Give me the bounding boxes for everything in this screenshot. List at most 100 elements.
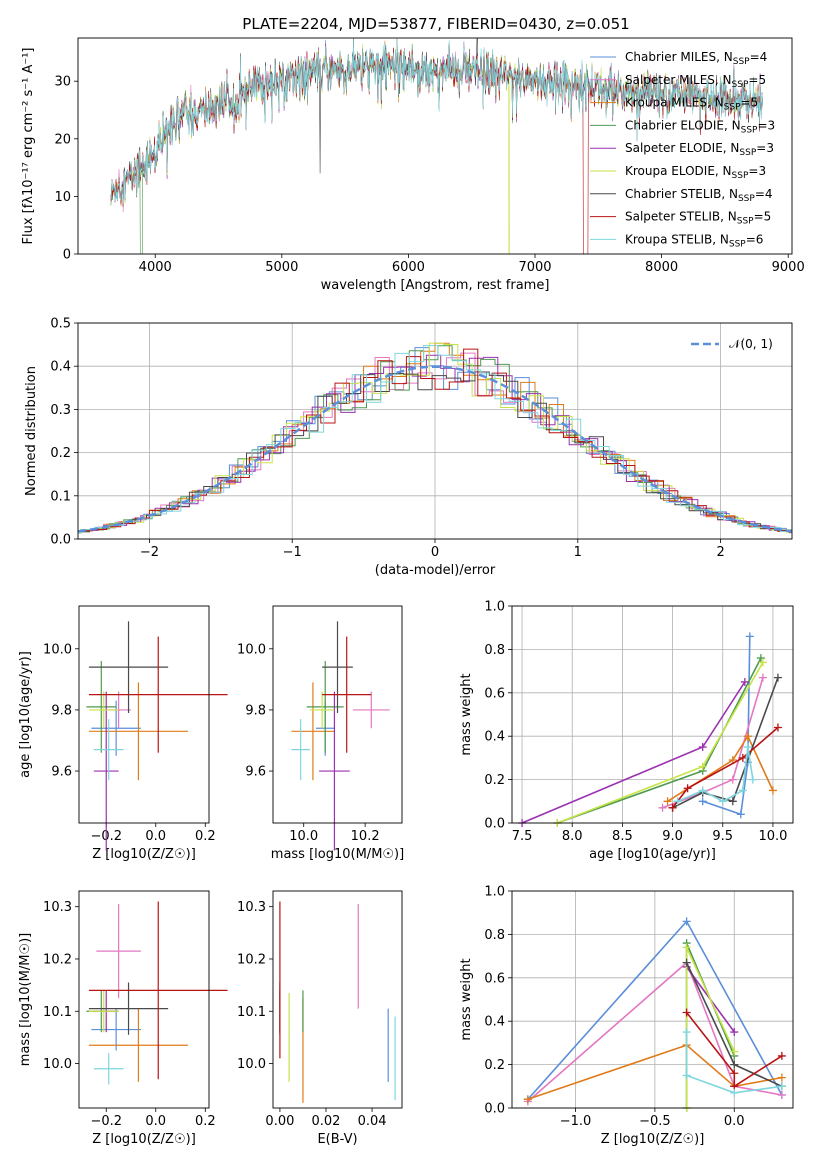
weight_vs_age-ylabel: mass weight bbox=[459, 673, 474, 755]
y-tick-label: 30 bbox=[54, 75, 71, 90]
y-tick-label: 0.3 bbox=[50, 403, 71, 418]
age_vs_Z-ylabel: age [log10(age/yr)] bbox=[18, 651, 33, 778]
weight-series-line bbox=[527, 961, 783, 1103]
weight-point-marker bbox=[743, 732, 752, 741]
weight-point-marker bbox=[730, 1069, 739, 1078]
weight-point-marker bbox=[698, 786, 707, 795]
errorbar-point bbox=[86, 661, 117, 753]
errorbar-point bbox=[88, 621, 169, 713]
y-tick-label: 0.1 bbox=[50, 489, 71, 504]
weight-point-marker bbox=[683, 784, 692, 793]
errorbar-point bbox=[91, 1008, 141, 1051]
errorbar-point bbox=[93, 1053, 124, 1085]
legend-entry: Salpeter STELIB, NSSP=5 bbox=[625, 210, 771, 227]
y-tick-label: 0.0 bbox=[484, 817, 505, 832]
x-tick-label: 7000 bbox=[518, 260, 551, 275]
y-tick-label: 0.6 bbox=[484, 686, 505, 701]
errorbar-point bbox=[309, 691, 335, 729]
weight-point-marker bbox=[728, 797, 737, 806]
age_vs_Z-xlabel: Z [log10(Z/Z☉)] bbox=[92, 847, 196, 862]
y-tick-label: 0.4 bbox=[50, 360, 71, 375]
weight-series-line bbox=[685, 1012, 783, 1088]
weight-point-marker bbox=[730, 1047, 739, 1056]
age_vs_mass-frame bbox=[272, 605, 403, 824]
age_vs_mass-xlabel: mass [log10(M/M☉)] bbox=[271, 847, 404, 862]
y-tick-label: 0.4 bbox=[484, 730, 505, 745]
legend-entry: Chabrier ELODIE, NSSP=3 bbox=[625, 118, 775, 135]
weight-point-marker bbox=[682, 958, 691, 967]
y-tick-label: 10.0 bbox=[43, 642, 72, 657]
y-tick-label: 0.8 bbox=[484, 643, 505, 658]
y-tick-label: 0.2 bbox=[484, 773, 505, 788]
spectrum-axes: 4000 5000 6000 7000 8000 9000 0 10 20 30 wavelengt… bbox=[21, 48, 805, 294]
weight-point-marker bbox=[523, 1095, 532, 1104]
weight-point-marker bbox=[756, 654, 765, 663]
weight_vs_Z-frame bbox=[511, 890, 794, 1109]
errorbar-point bbox=[88, 682, 188, 781]
spectrum-frame bbox=[77, 37, 793, 255]
x-tick-label: 4000 bbox=[139, 260, 172, 275]
weight-point-marker bbox=[682, 1028, 691, 1037]
y-tick-label: 10.2 bbox=[43, 952, 72, 967]
y-tick-label: 0 bbox=[63, 248, 71, 263]
errorbar-point bbox=[322, 621, 353, 713]
y-tick-label: 10.0 bbox=[43, 1057, 72, 1072]
weight-series-line bbox=[685, 1032, 783, 1094]
mass_vs_EBV-axes: 0.00 0.02 0.04 10.0 10.1 10.2 10.3 E(B-V) bbox=[237, 900, 386, 1147]
weight-series-line bbox=[671, 726, 779, 809]
errorbar-point bbox=[88, 1008, 188, 1082]
weight-point-marker bbox=[682, 1008, 691, 1017]
residuals-axes: −2 −1 0 1 2 0.0 0.1 0.2 0.3 0.4 0.5 (data-model)/er… bbox=[24, 317, 792, 578]
weight-series bbox=[673, 743, 757, 806]
errorbar-point bbox=[306, 661, 344, 753]
y-tick-label: 9.8 bbox=[245, 703, 266, 718]
x-tick-label: 8000 bbox=[645, 260, 678, 275]
weight-series bbox=[668, 723, 782, 812]
y-tick-label: 0.5 bbox=[50, 317, 71, 332]
weight-point-marker bbox=[728, 775, 737, 784]
x-tick-label: 0.0 bbox=[724, 1114, 745, 1129]
plot-layer: 4000 5000 6000 7000 8000 90000102030wavelengt… bbox=[18, 37, 805, 1147]
weight-point-marker bbox=[777, 1082, 786, 1091]
weight-point-marker bbox=[738, 786, 747, 795]
x-tick-label: 9.5 bbox=[712, 829, 733, 844]
legend-entry: Salpeter ELODIE, NSSP=3 bbox=[625, 141, 774, 158]
weight-point-marker bbox=[777, 1051, 786, 1060]
weight-series-line bbox=[677, 746, 754, 803]
x-tick-label: 5000 bbox=[265, 260, 298, 275]
errorbar-point bbox=[291, 682, 335, 781]
weight-series-line bbox=[672, 677, 779, 809]
y-tick-label: 9.6 bbox=[51, 765, 72, 780]
legend-entry: Salpeter MILES, NSSP=5 bbox=[625, 73, 766, 90]
errorbar-point bbox=[88, 982, 169, 1035]
spectrum-ylabel: Flux [fλ10⁻¹⁷ erg cm⁻² s⁻¹ A⁻¹] bbox=[21, 48, 36, 245]
weight-point-marker bbox=[718, 797, 727, 806]
mass_vs_Z-axes: −0.2 0.0 0.2 10.0 10.1 10.2 10.3 Z [log10(Z/Z☉)… bbox=[18, 900, 216, 1147]
y-tick-label: 0.8 bbox=[484, 928, 505, 943]
errorbar-point bbox=[93, 691, 119, 851]
y-tick-label: 10.3 bbox=[237, 900, 266, 915]
weight-point-marker bbox=[663, 797, 672, 806]
weight_vs_age-xlabel: age [log10(age/yr)] bbox=[589, 847, 716, 862]
spectrum-xlabel: wavelength [Angstrom, rest frame] bbox=[321, 278, 550, 293]
y-tick-label: 10.0 bbox=[237, 1057, 266, 1072]
x-tick-label: 10.2 bbox=[351, 829, 380, 844]
x-tick-label: 9.0 bbox=[662, 829, 683, 844]
errorbar-point bbox=[88, 636, 228, 753]
y-tick-label: 0.0 bbox=[50, 533, 71, 548]
weight-point-marker bbox=[736, 810, 745, 819]
weight-series-line bbox=[556, 657, 762, 824]
residuals-xlabel: (data-model)/error bbox=[375, 563, 496, 578]
weight-point-marker bbox=[748, 775, 757, 784]
weight-point-marker bbox=[698, 762, 707, 771]
age_vs_Z-frame bbox=[78, 605, 210, 824]
x-tick-label: 0.2 bbox=[195, 829, 216, 844]
residual-histogram bbox=[78, 348, 792, 534]
x-tick-label: 0.02 bbox=[312, 1114, 341, 1129]
x-tick-label: 0.2 bbox=[195, 1114, 216, 1129]
y-tick-label: 10.0 bbox=[237, 642, 266, 657]
x-tick-label: 0.00 bbox=[265, 1114, 294, 1129]
weight-point-marker bbox=[682, 943, 691, 952]
weight-series bbox=[682, 943, 739, 1112]
x-tick-label: −1 bbox=[283, 545, 302, 560]
